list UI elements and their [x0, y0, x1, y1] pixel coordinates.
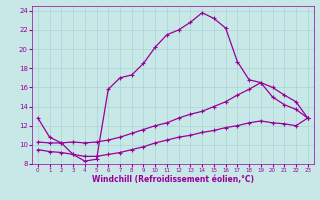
- X-axis label: Windchill (Refroidissement éolien,°C): Windchill (Refroidissement éolien,°C): [92, 175, 254, 184]
